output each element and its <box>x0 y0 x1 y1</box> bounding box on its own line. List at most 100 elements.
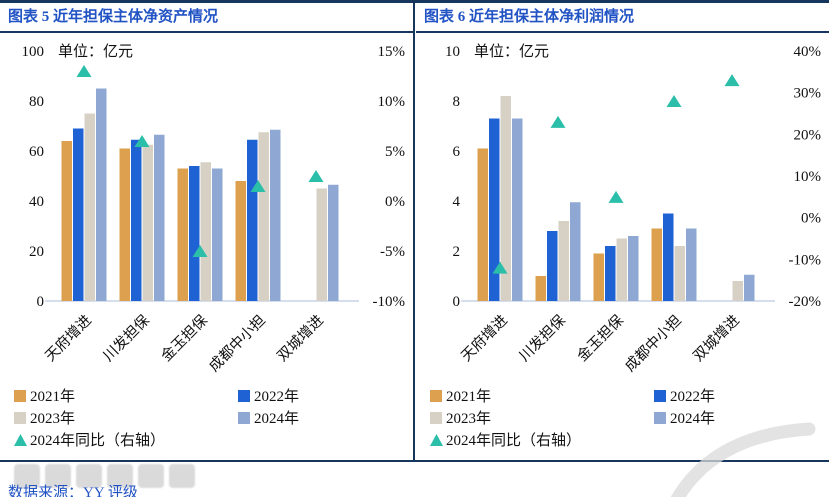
bar-2023年-双城增进 <box>732 281 743 301</box>
yoy-marker-天府增进 <box>492 261 508 274</box>
net-assets-bar-chart: 0 20 40 60 80 100 单位：亿元 -10% -5% 0% 5% 10% 15% 天府增进 川发… <box>14 43 406 449</box>
category-label: 天府增进 <box>458 312 511 365</box>
bar-2023年-川发担保 <box>142 144 153 301</box>
legend-item-2024年: 2024年 <box>238 410 299 427</box>
category-label: 川发担保 <box>100 311 153 364</box>
legend-label: 2024年 <box>670 410 715 427</box>
bar-2021年-天府增进 <box>61 141 72 301</box>
legend-label: 2023年 <box>30 410 75 427</box>
legend-label: 2022年 <box>670 388 715 405</box>
right-axis-tick-label: -10% <box>789 252 822 268</box>
right-axis-tick-label: -20% <box>789 294 822 310</box>
legend-swatch <box>654 412 666 424</box>
bar-2024年-川发担保 <box>570 202 581 301</box>
right-axis-tick-label: 30% <box>794 86 822 102</box>
category-label: 金玉担保 <box>574 311 627 364</box>
category-label: 川发担保 <box>516 311 569 364</box>
bar-2023年-金玉担保 <box>200 162 211 301</box>
bar-2022年-金玉担保 <box>189 166 200 301</box>
left-axis-tick-label: 6 <box>453 144 461 160</box>
bar-2024年-天府增进 <box>96 88 107 301</box>
chart-title-net-profit: 图表 6 近年担保主体净利润情况 <box>416 3 829 33</box>
legend-label: 2022年 <box>254 388 299 405</box>
right-axis-tick-label: 5% <box>385 144 405 160</box>
bar-2024年-双城增进 <box>328 184 339 301</box>
legend-triangle-swatch <box>430 434 443 446</box>
left-axis-tick-label: 20 <box>29 244 44 260</box>
bar-2022年-川发担保 <box>547 231 558 301</box>
right-axis-tick-label: 0% <box>801 211 821 227</box>
bar-2021年-成都中小担 <box>651 228 662 301</box>
right-axis-tick-label: -5% <box>380 244 405 260</box>
yoy-marker-川发担保 <box>134 135 150 147</box>
legend-swatch <box>238 390 250 402</box>
legend-item-2022年: 2022年 <box>238 388 299 405</box>
right-axis-tick-label: 10% <box>794 169 822 185</box>
bar-2023年-成都中小担 <box>258 132 269 301</box>
bar-2023年-天府增进 <box>84 113 95 301</box>
yoy-marker-双城增进 <box>724 74 740 87</box>
legend-swatch <box>654 390 666 402</box>
bottom-rule <box>0 460 829 462</box>
bar-2023年-川发担保 <box>558 221 569 301</box>
bar-2024年-川发担保 <box>154 134 165 301</box>
bar-2021年-川发担保 <box>119 148 130 301</box>
legend-item-2021年: 2021年 <box>14 388 75 405</box>
legend-swatch <box>14 390 26 402</box>
legend-swatch <box>430 412 442 424</box>
bar-2023年-金玉担保 <box>616 238 627 301</box>
legend-label: 2021年 <box>30 388 75 405</box>
legend-item-2022年: 2022年 <box>654 388 715 405</box>
data-source-prefix: 数据来源： <box>8 485 84 497</box>
left-axis-tick-label: 0 <box>37 294 45 310</box>
bar-2024年-双城增进 <box>744 274 755 301</box>
right-axis-tick-label: 20% <box>794 127 822 143</box>
chart-panel-net-assets: 图表 5 近年担保主体净资产情况 0 20 40 60 80 100 单位：亿元 -10% -5… <box>0 3 413 463</box>
left-axis-tick-label: 100 <box>22 44 45 60</box>
bar-2021年-金玉担保 <box>593 253 604 301</box>
bar-2022年-金玉担保 <box>605 246 616 301</box>
legend-item-yoy: 2024年同比（右轴） <box>430 432 581 449</box>
category-label: 双城增进 <box>274 312 327 365</box>
left-axis-tick-label: 4 <box>453 194 461 210</box>
legend-swatch <box>238 412 250 424</box>
left-axis-tick-label: 8 <box>453 94 461 110</box>
bar-2021年-川发担保 <box>535 276 546 301</box>
category-label: 成都中小担 <box>206 312 269 375</box>
right-axis-tick-label: 15% <box>378 44 406 60</box>
yoy-marker-金玉担保 <box>192 245 208 257</box>
category-label: 双城增进 <box>690 312 743 365</box>
yoy-marker-川发担保 <box>550 115 566 128</box>
bar-2021年-天府增进 <box>477 148 488 301</box>
right-axis-tick-label: -10% <box>373 294 406 310</box>
watermark-text-overlay <box>14 464 224 490</box>
legend-label: 2024年同比（右轴） <box>446 432 581 449</box>
net-profit-bar-chart: 0 2 4 6 8 10 单位：亿元 -20% -10% 0% 10% 20% 30% 40% 天府增进 川发… <box>430 43 822 449</box>
bar-2024年-成都中小担 <box>686 228 697 301</box>
left-axis-tick-label: 80 <box>29 94 44 110</box>
bar-2024年-金玉担保 <box>212 168 223 301</box>
watermark-logo-arc <box>670 422 816 497</box>
legend-label: 2021年 <box>446 388 491 405</box>
chart-title-net-assets: 图表 5 近年担保主体净资产情况 <box>0 3 413 33</box>
right-axis-tick-label: 10% <box>378 94 406 110</box>
data-source: 数据来源：YY 评级 <box>8 481 138 497</box>
data-source-name: YY 评级 <box>83 485 138 497</box>
unit-label: 单位：亿元 <box>58 43 133 60</box>
bar-2024年-天府增进 <box>512 118 523 301</box>
legend-label: 2023年 <box>446 410 491 427</box>
legend-label: 2024年 <box>254 410 299 427</box>
category-label: 天府增进 <box>42 312 95 365</box>
bar-2022年-天府增进 <box>489 118 500 301</box>
bar-2022年-成都中小担 <box>663 213 674 301</box>
legend-swatch <box>430 390 442 402</box>
left-axis-tick-label: 10 <box>445 44 460 60</box>
yoy-marker-天府增进 <box>76 65 92 77</box>
yoy-marker-成都中小担 <box>250 180 266 192</box>
yoy-marker-双城增进 <box>308 170 324 182</box>
left-axis-tick-label: 2 <box>453 244 461 260</box>
bar-2021年-成都中小担 <box>235 181 246 301</box>
category-label: 成都中小担 <box>622 312 685 375</box>
right-axis-tick-label: 40% <box>794 44 822 60</box>
